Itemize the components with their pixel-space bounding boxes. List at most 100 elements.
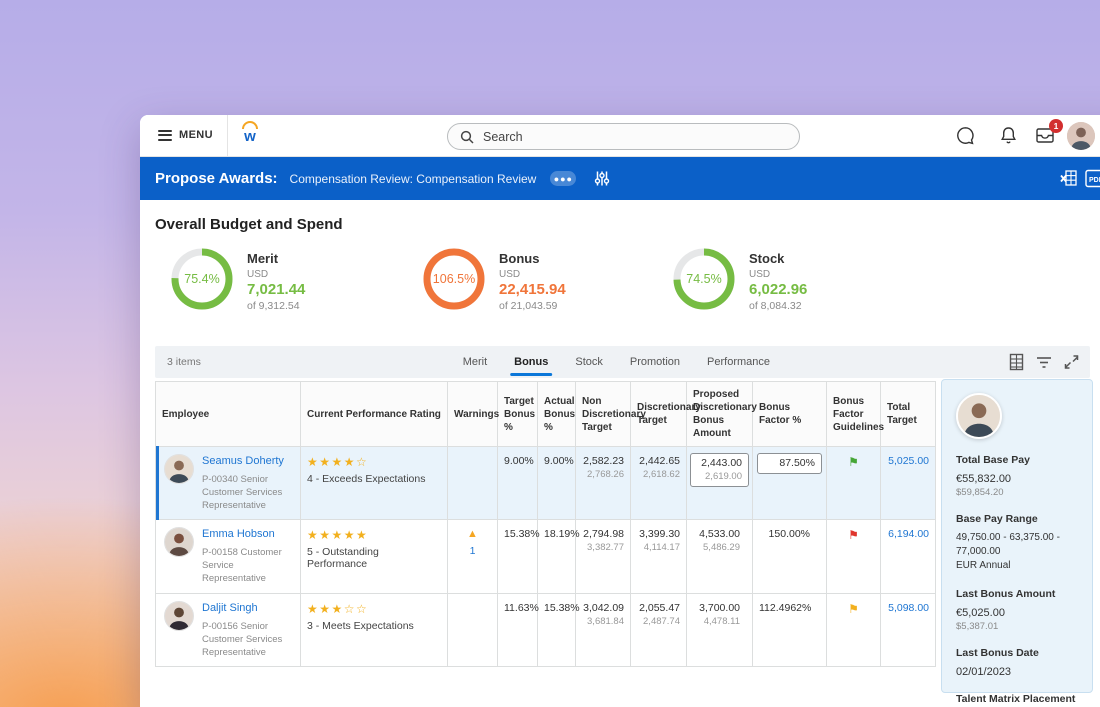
- items-count: 3 items: [167, 356, 201, 368]
- table-row-emma-hobson[interactable]: Emma Hobson P-00158 Customer Service Rep…: [156, 520, 936, 593]
- export-to-excel-icon[interactable]: [1060, 169, 1078, 187]
- inbox-badge: 1: [1049, 119, 1063, 133]
- talent-matrix-label: Talent Matrix Placement: [956, 693, 1078, 705]
- employee-name[interactable]: Seamus Doherty: [202, 455, 292, 467]
- desktop-background: { "topbar": { "menu_label": "MENU", "sea…: [0, 0, 1100, 707]
- stock-budget-summary: 74.5% Stock USD 6,022.96 of 8,084.32: [673, 248, 807, 312]
- stock-currency: USD: [749, 269, 807, 280]
- proposed-amount-value: 4,533.00: [693, 528, 740, 540]
- chat-icon[interactable]: [955, 125, 977, 147]
- total-target-link[interactable]: 6,194.00: [888, 528, 929, 540]
- proposed-amount-usd: 2,619.00: [697, 471, 742, 482]
- total-base-pay-value: €55,832.00: [956, 473, 1078, 485]
- page-header-bar: Propose Awards: Compensation Review: Com…: [140, 157, 1100, 200]
- non-disc-target: 2,794.98: [582, 528, 624, 540]
- grid-toolbar: 3 items Merit Bonus Stock Promotion Perf…: [155, 346, 1090, 378]
- total-target-link[interactable]: 5,098.00: [888, 602, 929, 614]
- actual-bonus-cell: 18.19%: [538, 520, 576, 593]
- page-subtitle: Compensation Review: Compensation Review: [290, 172, 537, 186]
- rating-text: 4 - Exceeds Expectations: [307, 473, 441, 485]
- col-discretionary-target: Discretionary Target: [631, 382, 687, 447]
- search-bar[interactable]: [447, 123, 800, 150]
- disc-target-usd: 2,487.74: [637, 616, 680, 627]
- tab-strip: Merit Bonus Stock Promotion Performance: [463, 346, 770, 378]
- table-row-daljit-singh[interactable]: Daljit Singh P-00156 Senior Customer Ser…: [156, 593, 936, 666]
- merit-budget-summary: 75.4% Merit USD 7,021.44 of 9,312.54: [171, 248, 305, 312]
- guideline-flag-icon: ⚑: [848, 528, 859, 542]
- profile-avatar[interactable]: [1067, 122, 1095, 150]
- last-bonus-date-value: 02/01/2023: [956, 666, 1078, 678]
- svg-text:PDF: PDF: [1089, 177, 1100, 184]
- merit-budget: of 9,312.54: [247, 300, 305, 312]
- workday-logo[interactable]: w: [236, 121, 264, 151]
- tab-merit[interactable]: Merit: [463, 346, 487, 378]
- warning-count-link[interactable]: 1: [454, 545, 491, 557]
- tab-stock[interactable]: Stock: [575, 346, 603, 378]
- non-disc-target: 3,042.09: [582, 602, 624, 614]
- expand-icon[interactable]: [1063, 353, 1080, 371]
- warnings-cell: [448, 593, 498, 666]
- related-actions-button[interactable]: ●●●: [550, 171, 576, 186]
- filter-icon[interactable]: [1036, 353, 1052, 371]
- employee-name[interactable]: Daljit Singh: [202, 602, 292, 614]
- bonus-donut-chart: 106.5%: [423, 248, 485, 310]
- employee-avatar: [164, 527, 194, 557]
- grid-view-icon[interactable]: [1008, 353, 1025, 371]
- merit-currency: USD: [247, 269, 305, 280]
- total-base-pay-label: Total Base Pay: [956, 454, 1078, 466]
- star-rating: ★★★★★: [307, 528, 441, 542]
- employee-avatar: [164, 454, 194, 484]
- non-disc-target-usd: 3,382.77: [582, 542, 624, 553]
- bonus-factor-input[interactable]: 87.50%: [757, 453, 822, 474]
- rating-text: 5 - Outstanding Performance: [307, 546, 441, 570]
- rating-text: 3 - Meets Expectations: [307, 620, 441, 632]
- non-disc-target: 2,582.23: [582, 455, 624, 467]
- col-bonus-factor: Bonus Factor %: [753, 382, 827, 447]
- bonus-currency: USD: [499, 269, 566, 280]
- actual-bonus-cell: 15.38%: [538, 593, 576, 666]
- col-proposed-discretionary: Proposed Discretionary Bonus Amount: [687, 382, 753, 447]
- warning-icon: ▲: [454, 528, 491, 540]
- employee-position: P-00158 Customer Service Representative: [202, 547, 292, 585]
- merit-percent: 75.4%: [171, 248, 233, 310]
- merit-donut-chart: 75.4%: [171, 248, 233, 310]
- last-bonus-date-label: Last Bonus Date: [956, 647, 1078, 659]
- warnings-cell: [448, 447, 498, 520]
- hamburger-icon: [158, 127, 172, 143]
- guideline-flag-icon: ⚑: [848, 602, 859, 616]
- disc-target: 3,399.30: [637, 528, 680, 540]
- base-pay-range-value: 49,750.00 - 63,375.00 - 77,000.00: [956, 532, 1060, 557]
- tab-promotion[interactable]: Promotion: [630, 346, 680, 378]
- proposed-amount-value: 2,443.00: [697, 457, 742, 469]
- employee-name[interactable]: Emma Hobson: [202, 528, 292, 540]
- settings-sliders-icon[interactable]: [594, 170, 610, 187]
- table-row-seamus-doherty[interactable]: Seamus Doherty P-00340 Senior Customer S…: [156, 447, 936, 520]
- inbox-icon[interactable]: 1: [1034, 125, 1056, 147]
- total-target-link[interactable]: 5,025.00: [888, 455, 929, 467]
- disc-target-usd: 2,618.62: [637, 469, 680, 480]
- tab-performance[interactable]: Performance: [707, 346, 770, 378]
- base-pay-range-label: Base Pay Range: [956, 513, 1078, 525]
- notifications-bell-icon[interactable]: [998, 125, 1020, 147]
- export-to-pdf-icon[interactable]: PDF: [1085, 169, 1100, 188]
- col-performance-rating: Current Performance Rating: [301, 382, 448, 447]
- last-bonus-amount-usd: $5,387.01: [956, 621, 1078, 632]
- logo-w: w: [236, 130, 264, 144]
- stock-percent: 74.5%: [673, 248, 735, 310]
- star-rating: ★★★☆☆: [307, 602, 441, 616]
- employee-position: P-00156 Senior Customer Services Represe…: [202, 621, 292, 659]
- bonus-percent: 106.5%: [423, 248, 485, 310]
- app-window: MENU w 1 Propose Awards: Compensati: [140, 115, 1100, 707]
- proposed-amount-input[interactable]: 2,443.00 2,619.00: [690, 453, 749, 487]
- tab-bonus[interactable]: Bonus: [514, 346, 548, 378]
- disc-target: 2,442.65: [637, 455, 680, 467]
- total-base-pay-usd: $59,854.20: [956, 487, 1078, 498]
- actual-bonus-cell: 9.00%: [538, 447, 576, 520]
- bonus-factor-value: 87.50%: [764, 457, 815, 469]
- panel-employee-avatar: [956, 393, 1002, 439]
- employee-avatar: [164, 601, 194, 631]
- menu-button[interactable]: MENU: [158, 127, 213, 143]
- search-input[interactable]: [483, 130, 787, 144]
- bonus-label: Bonus: [499, 251, 566, 266]
- target-bonus-cell: 15.38%: [498, 520, 538, 593]
